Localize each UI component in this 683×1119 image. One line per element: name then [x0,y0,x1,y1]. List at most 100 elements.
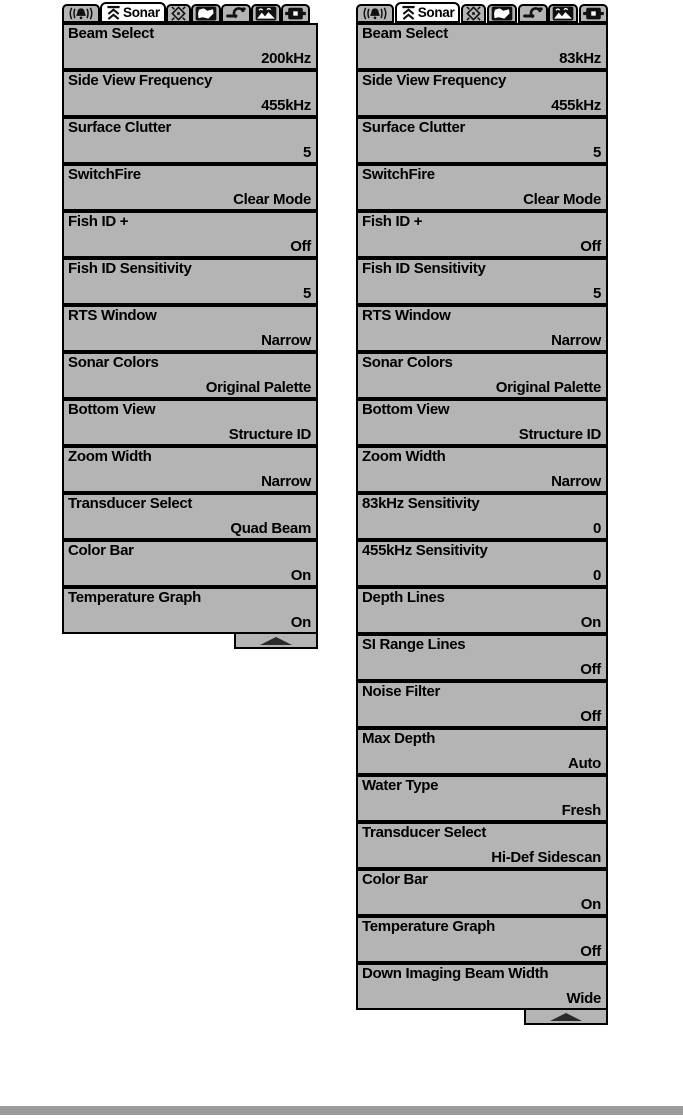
up-arrow-icon [260,637,292,645]
menu-item-label: Zoom Width [362,448,446,465]
tab-alarms[interactable] [62,4,100,23]
menu-item-value: Original Palette [495,379,602,396]
scroll-up-indicator[interactable] [234,634,318,649]
menu-item-side-view-frequency[interactable]: Side View Frequency 455kHz [62,70,318,117]
menu-item-value: Clear Mode [523,191,601,208]
menu-item-beam-select[interactable]: Beam Select 200kHz [62,23,318,70]
menu-item-value: On [580,896,602,913]
menu-item-value: Wide [566,990,602,1007]
tab-sonar[interactable]: Sonar [394,2,461,23]
menu-item-value: 0 [592,520,601,537]
menu-item-sonar-colors[interactable]: Sonar Colors Original Palette [356,352,608,399]
menu-item-label: Water Type [362,777,439,794]
menu-item-label: Surface Clutter [362,119,466,136]
menu-item-label: Color Bar [68,542,134,559]
menu-item-value: Off [580,943,601,960]
menu-item-temperature-graph[interactable]: Temperature Graph On [62,587,318,634]
tab-setup[interactable] [517,4,548,23]
menu-item-switchfire[interactable]: SwitchFire Clear Mode [62,164,318,211]
menu-item-surface-clutter[interactable]: Surface Clutter 5 [356,117,608,164]
menu-item-sonar-colors[interactable]: Sonar Colors Original Palette [62,352,318,399]
sonar-menu-list: Beam Select 83kHz Side View Frequency 455kH… [356,23,608,1010]
menu-item-value: On [290,614,312,631]
menu-item-83khz-sensitivity[interactable]: 83kHz Sensitivity 0 [356,493,608,540]
chart-map-icon [491,6,513,21]
menu-item-noise-filter[interactable]: Noise Filter Off [356,681,608,728]
tab-navigation[interactable] [165,4,191,23]
sonar-menu-panel-left: Sonar Beam Select 200kHz Side View Frequen… [62,2,318,649]
navigation-star-icon [466,6,481,21]
sonar-beam-icon [107,5,120,20]
menu-item-side-view-frequency[interactable]: Side View Frequency 455kHz [356,70,608,117]
tab-sonar[interactable]: Sonar [100,2,166,23]
menu-item-zoom-width[interactable]: Zoom Width Narrow [356,446,608,493]
menu-item-455khz-sensitivity[interactable]: 455kHz Sensitivity 0 [356,540,608,587]
menu-item-value: Structure ID [228,426,312,443]
menu-item-fish-id-sensitivity[interactable]: Fish ID Sensitivity 5 [62,258,318,305]
views-mountains-icon [552,6,574,21]
menu-item-zoom-width[interactable]: Zoom Width Narrow [62,446,318,493]
menu-item-rts-window[interactable]: RTS Window Narrow [62,305,318,352]
accessories-plug-icon [285,7,306,20]
menu-item-label: 455kHz Sensitivity [362,542,488,559]
menu-item-label: Sonar Colors [362,354,453,371]
menu-item-value: Off [290,238,311,255]
scroll-up-indicator[interactable] [524,1010,608,1025]
navigation-star-icon [171,6,186,21]
tab-setup[interactable] [220,4,251,23]
menu-item-fish-id[interactable]: Fish ID + Off [62,211,318,258]
menu-item-water-type[interactable]: Water Type Fresh [356,775,608,822]
menu-item-color-bar[interactable]: Color Bar On [62,540,318,587]
menu-item-label: Fish ID Sensitivity [68,260,192,277]
menu-item-transducer-select[interactable]: Transducer Select Hi-Def Sidescan [356,822,608,869]
menu-item-switchfire[interactable]: SwitchFire Clear Mode [356,164,608,211]
tab-chart[interactable] [190,4,221,23]
setup-wrench-icon [522,7,543,19]
menu-item-label: RTS Window [362,307,451,324]
menu-item-value: Narrow [551,473,601,490]
menu-item-temperature-graph[interactable]: Temperature Graph Off [356,916,608,963]
menu-item-label: Fish ID Sensitivity [362,260,486,277]
menu-item-label: Side View Frequency [68,72,213,89]
menu-item-value: Off [580,708,601,725]
tab-sonar-label: Sonar [417,5,455,20]
tab-sonar-label: Sonar [123,5,160,20]
menu-item-max-depth[interactable]: Max Depth Auto [356,728,608,775]
menu-item-label: 83kHz Sensitivity [362,495,480,512]
menu-item-label: Side View Frequency [362,72,507,89]
menu-item-depth-lines[interactable]: Depth Lines On [356,587,608,634]
tab-accessories[interactable] [578,4,608,23]
menu-item-down-imaging-beam-width[interactable]: Down Imaging Beam Width Wide [356,963,608,1010]
menu-item-fish-id[interactable]: Fish ID + Off [356,211,608,258]
menu-item-rts-window[interactable]: RTS Window Narrow [356,305,608,352]
menu-item-transducer-select[interactable]: Transducer Select Quad Beam [62,493,318,540]
tab-views[interactable] [250,4,281,23]
tab-alarms[interactable] [356,4,394,23]
tab-navigation[interactable] [461,4,487,23]
alarm-bell-icon [69,7,93,20]
menu-item-bottom-view[interactable]: Bottom View Structure ID [62,399,318,446]
tab-views[interactable] [548,4,579,23]
menu-item-value: 5 [302,144,311,161]
menu-item-si-range-lines[interactable]: SI Range Lines Off [356,634,608,681]
menu-item-color-bar[interactable]: Color Bar On [356,869,608,916]
menu-item-value: 455kHz [261,97,311,114]
menu-item-value: Auto [568,755,601,772]
sonar-menu-list: Beam Select 200kHz Side View Frequency 455k… [62,23,318,634]
sonar-menu-panel-right: Sonar Beam Select 83kHz Side View Frequenc… [356,2,608,1025]
menu-item-label: Beam Select [362,25,448,42]
up-arrow-icon [550,1013,582,1021]
menu-item-fish-id-sensitivity[interactable]: Fish ID Sensitivity 5 [356,258,608,305]
menu-item-bottom-view[interactable]: Bottom View Structure ID [356,399,608,446]
menu-item-value: Off [580,661,601,678]
tab-accessories[interactable] [280,4,310,23]
menu-item-label: Noise Filter [362,683,441,700]
menu-item-value: On [290,567,312,584]
menu-item-label: Surface Clutter [68,119,172,136]
menu-item-beam-select[interactable]: Beam Select 83kHz [356,23,608,70]
menu-item-surface-clutter[interactable]: Surface Clutter 5 [62,117,318,164]
chart-map-icon [195,6,217,21]
menu-item-label: Fish ID + [68,213,129,230]
tab-chart[interactable] [486,4,517,23]
